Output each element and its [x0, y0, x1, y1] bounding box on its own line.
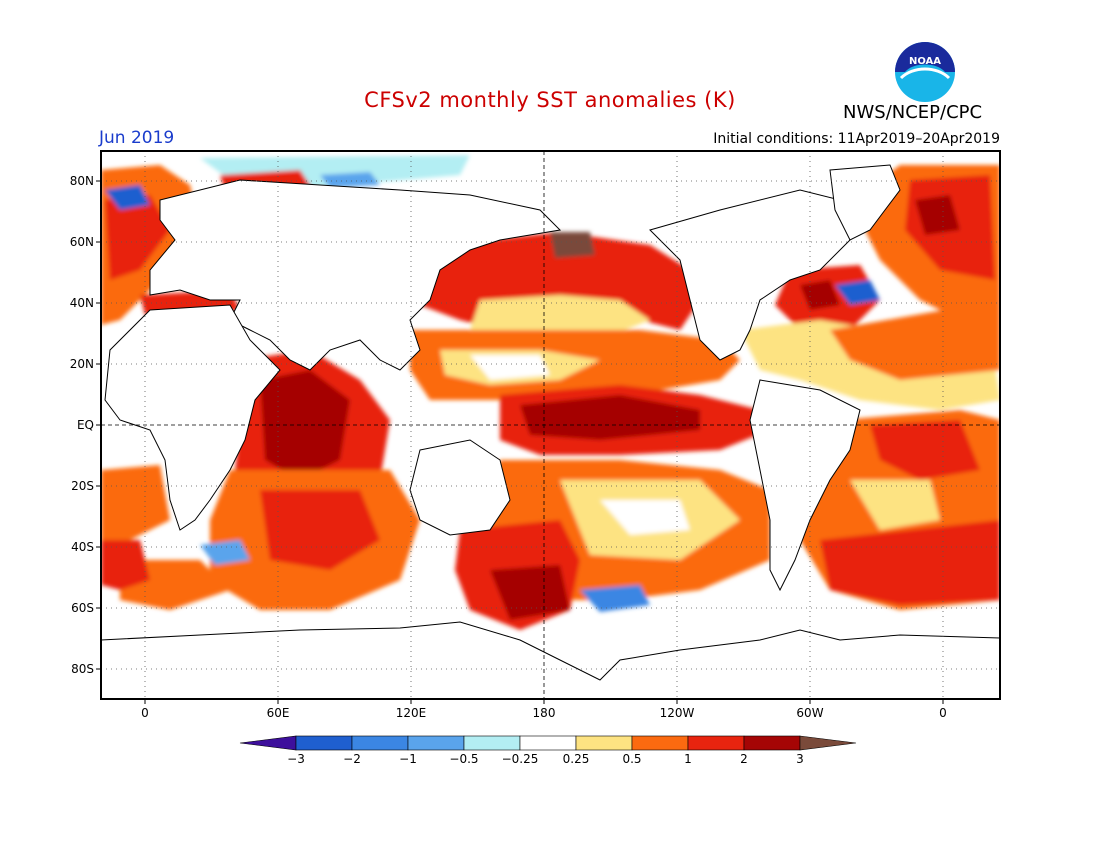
lat-label-60n: 60N	[69, 235, 94, 249]
colorbar-swatch	[407, 735, 465, 751]
lon-label-0-east: 0	[939, 706, 947, 720]
logo-text: NOAA	[909, 56, 941, 67]
forecast-month: Jun 2019	[99, 128, 175, 148]
lon-label-120e: 120E	[395, 706, 427, 720]
anomaly-field	[101, 155, 1000, 630]
lat-label-40n: 40N	[69, 296, 94, 310]
colorbar-label: −0.25	[501, 752, 539, 766]
colorbar-swatch	[743, 735, 801, 751]
colorbar-swatch	[687, 735, 745, 751]
lon-label-180: 180	[532, 706, 556, 720]
colorbar-label: −0.5	[449, 752, 479, 766]
colorbar-label: 1	[684, 752, 692, 766]
colorbar-label: 0.25	[562, 752, 590, 766]
lat-label-20n: 20N	[69, 357, 94, 371]
land-outlines	[101, 164, 1000, 699]
colorbar-label: −3	[287, 752, 305, 766]
colorbar-swatch	[351, 735, 409, 751]
initial-conditions: Initial conditions: 11Apr2019–20Apr2019	[713, 131, 1000, 147]
colorbar-label: 0.5	[622, 752, 642, 766]
colorbar-swatch	[463, 735, 521, 751]
lat-label-eq: EQ	[76, 418, 94, 432]
colorbar-swatch	[519, 735, 577, 751]
colorbar-label: −2	[343, 752, 361, 766]
map-title: CFSv2 monthly SST anomalies (K)	[364, 88, 736, 112]
lat-label-40s: 40S	[71, 540, 94, 554]
colorbar-max-triangle	[799, 735, 857, 751]
equator-dateline	[101, 151, 1000, 699]
lon-label-60e: 60E	[266, 706, 290, 720]
colorbar-swatch	[295, 735, 353, 751]
lon-label-120w: 120W	[659, 706, 695, 720]
colorbar-swatch	[575, 735, 633, 751]
lat-label-80s: 80S	[71, 662, 94, 676]
colorbar	[239, 735, 857, 751]
noaa-logo: NOAA	[893, 40, 957, 108]
lon-label-0: 0	[141, 706, 149, 720]
colorbar-label: 2	[740, 752, 748, 766]
lat-label-80n: 80N	[69, 174, 94, 188]
lat-label-60s: 60S	[71, 601, 94, 615]
lon-label-60w: 60W	[796, 706, 824, 720]
agency-label: NWS/NCEP/CPC	[843, 102, 983, 123]
colorbar-label: 3	[796, 752, 804, 766]
colorbar-label: −1	[399, 752, 417, 766]
colorbar-swatch	[631, 735, 689, 751]
lat-label-20s: 20S	[71, 479, 94, 493]
colorbar-min-triangle	[239, 735, 297, 751]
